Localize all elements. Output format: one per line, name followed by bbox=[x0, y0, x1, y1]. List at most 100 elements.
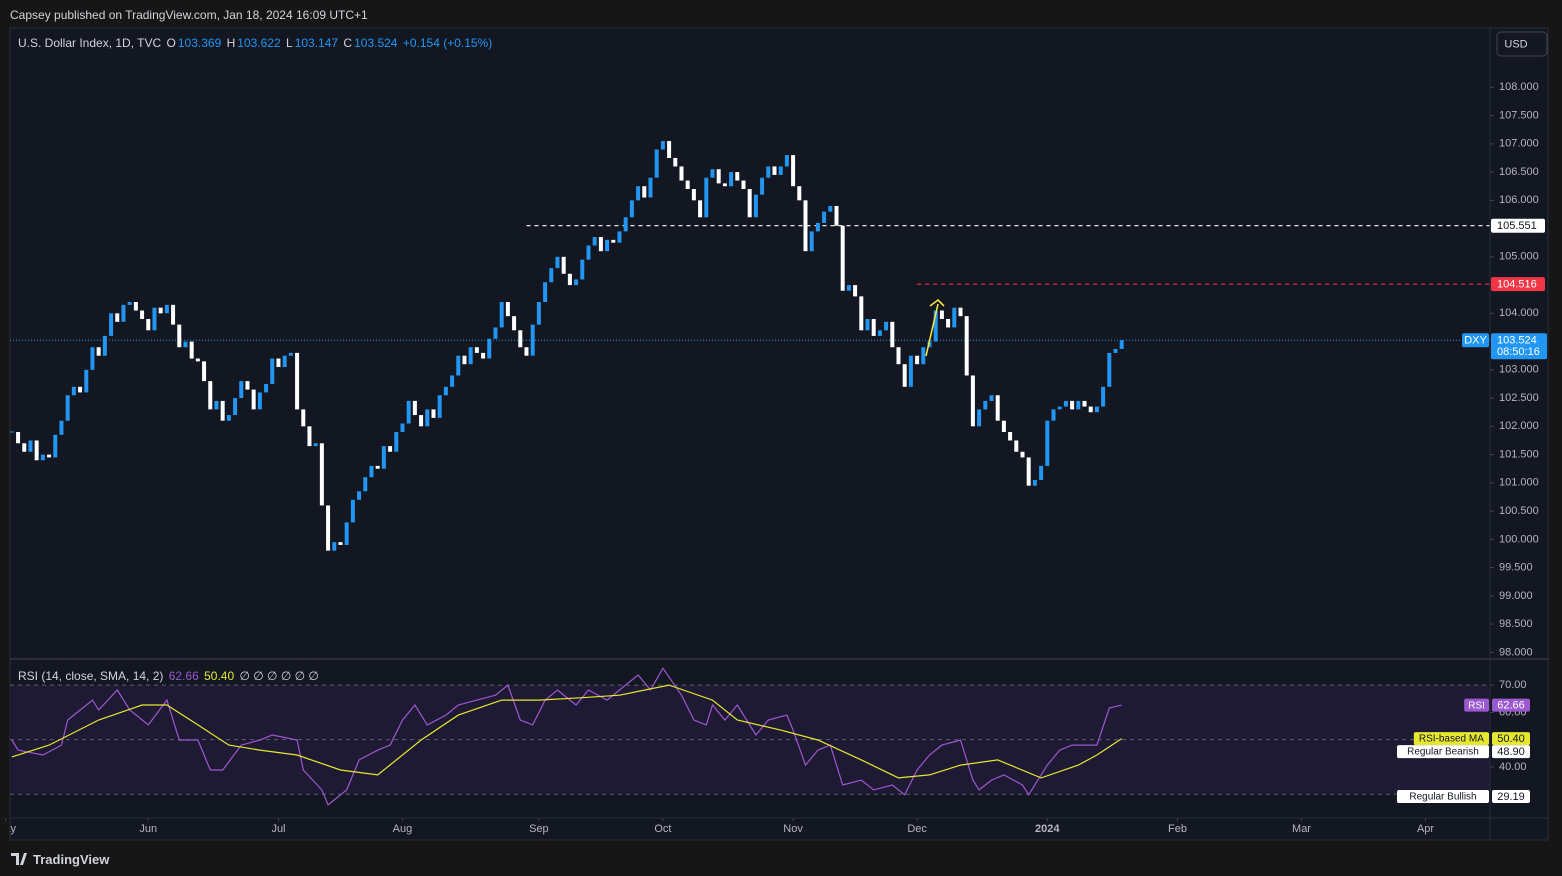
candle bbox=[902, 364, 907, 387]
candle bbox=[474, 347, 479, 353]
candle bbox=[208, 381, 213, 410]
candle bbox=[65, 395, 70, 421]
currency-button[interactable] bbox=[1496, 31, 1548, 57]
candle bbox=[1045, 420, 1050, 466]
candle bbox=[964, 316, 969, 376]
candle bbox=[84, 369, 89, 393]
brand-logo bbox=[11, 853, 27, 865]
marker-value-box bbox=[1492, 789, 1530, 803]
x-tick-label: 2024 bbox=[1035, 823, 1060, 835]
last-price-box bbox=[1491, 333, 1547, 360]
candle bbox=[741, 180, 746, 190]
marker-value-box bbox=[1492, 745, 1530, 759]
trend-arrow-drawing bbox=[925, 298, 945, 357]
rsi-value: 62.66 bbox=[168, 669, 199, 683]
candle bbox=[753, 194, 758, 218]
candle bbox=[1020, 451, 1025, 458]
candle bbox=[493, 327, 498, 339]
candle bbox=[419, 415, 424, 427]
candle bbox=[381, 446, 386, 469]
candle bbox=[524, 347, 529, 356]
ohlc-value: 103.147 bbox=[294, 36, 339, 50]
candle bbox=[803, 200, 808, 252]
marker-name: Regular Bullish bbox=[1409, 792, 1476, 803]
candle bbox=[481, 352, 486, 359]
y-tick-label: 70.00 bbox=[1499, 679, 1527, 691]
y-tick-label: 108.000 bbox=[1499, 81, 1539, 93]
candle bbox=[853, 285, 858, 297]
candle bbox=[574, 279, 579, 286]
candle bbox=[443, 386, 448, 396]
last-price-label: 103.524 bbox=[1497, 335, 1537, 347]
candle bbox=[295, 352, 300, 410]
candle bbox=[890, 321, 895, 348]
candle bbox=[1014, 440, 1019, 452]
candle bbox=[487, 338, 492, 359]
publisher-line: Capsey published on TradingView.com, Jan… bbox=[10, 8, 368, 22]
rsi-line bbox=[11, 667, 1122, 806]
x-tick-label: Jul bbox=[271, 823, 285, 835]
currency-button-label[interactable]: USD bbox=[1504, 38, 1527, 50]
candle bbox=[512, 316, 517, 331]
candle bbox=[809, 231, 814, 252]
candle bbox=[127, 302, 132, 305]
rsi-ma-value: 50.40 bbox=[204, 669, 235, 683]
candle bbox=[704, 177, 709, 218]
candle bbox=[1082, 400, 1087, 407]
x-tick-label: Feb bbox=[1168, 823, 1187, 835]
candle bbox=[288, 352, 293, 356]
rsi-inputs: ∅ ∅ ∅ ∅ ∅ ∅ bbox=[239, 669, 319, 683]
candle bbox=[239, 381, 244, 399]
candle bbox=[1039, 465, 1044, 481]
candle bbox=[313, 443, 318, 447]
candle bbox=[109, 313, 114, 336]
y-tick-label: 100.000 bbox=[1499, 533, 1539, 545]
candle bbox=[146, 318, 151, 331]
candle bbox=[406, 400, 411, 424]
candle bbox=[518, 330, 523, 348]
y-tick-label: 99.000 bbox=[1499, 590, 1533, 602]
candle bbox=[772, 166, 777, 175]
candle bbox=[195, 358, 200, 362]
x-tick-label: Aug bbox=[393, 823, 413, 835]
candle bbox=[338, 542, 343, 545]
y-tick-label: 102.000 bbox=[1499, 420, 1539, 432]
x-tick-label: May bbox=[0, 823, 17, 835]
y-tick-label: 101.500 bbox=[1499, 448, 1539, 460]
rsi-title: RSI (14, close, SMA, 14, 2) bbox=[18, 669, 164, 683]
candle bbox=[133, 302, 138, 311]
candle bbox=[952, 307, 957, 328]
candle bbox=[530, 324, 535, 356]
candle bbox=[623, 217, 628, 232]
marker-name-box bbox=[1413, 732, 1489, 746]
candle bbox=[536, 302, 541, 325]
ohlc-name: C bbox=[343, 36, 353, 50]
candle bbox=[586, 245, 591, 260]
candle bbox=[1101, 386, 1106, 407]
ohlc-value: 103.524 bbox=[354, 36, 398, 50]
candle bbox=[96, 347, 101, 356]
candle bbox=[326, 505, 331, 551]
candle bbox=[1113, 348, 1118, 353]
x-tick-label: Nov bbox=[783, 823, 803, 835]
x-tick-label: Sep bbox=[529, 823, 549, 835]
candle bbox=[140, 310, 145, 319]
y-tick-label: 104.000 bbox=[1499, 307, 1539, 319]
candle bbox=[722, 183, 727, 187]
candle bbox=[431, 409, 436, 418]
candle bbox=[760, 177, 765, 195]
candle bbox=[400, 423, 405, 432]
candle bbox=[276, 358, 281, 368]
marker-name: RSI-based MA bbox=[1419, 734, 1484, 745]
candle bbox=[729, 172, 734, 187]
candle bbox=[636, 186, 641, 201]
candle bbox=[611, 239, 616, 243]
candle bbox=[654, 149, 659, 178]
candle bbox=[747, 189, 752, 218]
candle bbox=[815, 222, 820, 232]
candle bbox=[456, 355, 461, 376]
candle bbox=[846, 285, 851, 291]
candle bbox=[1032, 480, 1037, 486]
x-tick-label: Apr bbox=[1417, 823, 1434, 835]
